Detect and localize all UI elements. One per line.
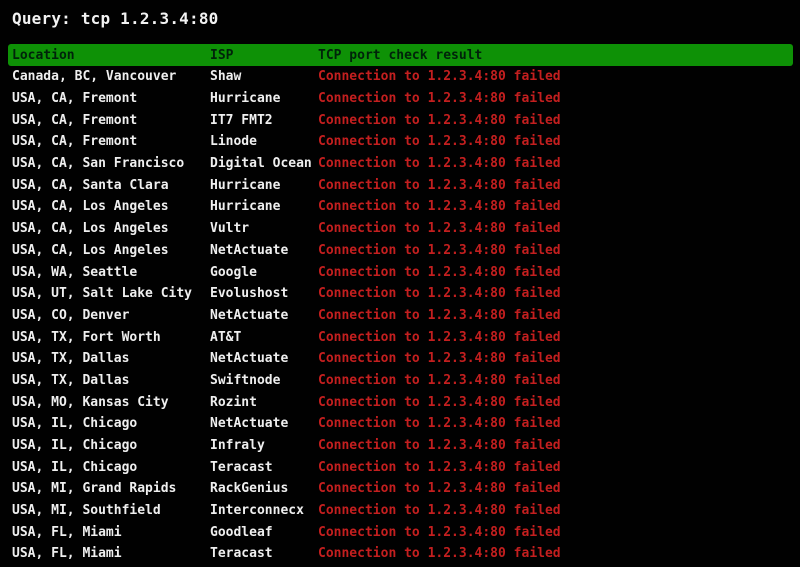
row-location: USA, FL, Miami xyxy=(12,524,122,540)
row-location: USA, TX, Fort Worth xyxy=(12,329,161,345)
row-location: USA, CA, Los Angeles xyxy=(12,242,169,258)
row-location: USA, IL, Chicago xyxy=(12,459,138,475)
row-result: Connection to 1.2.3.4:80 failed xyxy=(318,69,561,85)
row-location: USA, CA, Los Angeles xyxy=(12,221,169,237)
row-isp: IT7 FMT2 xyxy=(210,112,273,128)
row-result: Connection to 1.2.3.4:80 failed xyxy=(318,134,561,150)
table-row: USA, CA, Fremont Hurricane Connection to… xyxy=(0,88,800,110)
table-row: USA, CO, Denver NetActuate Connection to… xyxy=(0,305,800,327)
row-result: Connection to 1.2.3.4:80 failed xyxy=(318,307,561,323)
table-row: USA, CA, Los Angeles NetActuate Connecti… xyxy=(0,240,800,262)
row-isp: Linode xyxy=(210,134,257,150)
row-result: Connection to 1.2.3.4:80 failed xyxy=(318,199,561,215)
header-location: Location xyxy=(12,47,75,63)
table-row: USA, TX, Fort Worth AT&T Connection to 1… xyxy=(0,326,800,348)
row-location: USA, CA, Fremont xyxy=(12,134,138,150)
row-result: Connection to 1.2.3.4:80 failed xyxy=(318,177,561,193)
row-isp: AT&T xyxy=(210,329,242,345)
row-location: USA, CA, Fremont xyxy=(12,91,138,107)
table-row: USA, UT, Salt Lake City Evolushost Conne… xyxy=(0,283,800,305)
row-isp: NetActuate xyxy=(210,351,289,367)
table-row: USA, CA, San Francisco Digital Ocean Con… xyxy=(0,153,800,175)
table-row: USA, CA, Fremont Linode Connection to 1.… xyxy=(0,131,800,153)
row-isp: Rozint xyxy=(210,394,257,410)
row-isp: Vultr xyxy=(210,221,250,237)
row-result: Connection to 1.2.3.4:80 failed xyxy=(318,394,561,410)
row-isp: Evolushost xyxy=(210,286,289,302)
table-row: USA, FL, Miami Teracast Connection to 1.… xyxy=(0,543,800,565)
row-isp: Google xyxy=(210,264,257,280)
table-header-row: Location ISP TCP port check result xyxy=(8,44,793,66)
row-result: Connection to 1.2.3.4:80 failed xyxy=(318,481,561,497)
row-result: Connection to 1.2.3.4:80 failed xyxy=(318,503,561,519)
row-location: USA, MO, Kansas City xyxy=(12,394,169,410)
header-result: TCP port check result xyxy=(318,47,483,63)
row-location: USA, MI, Grand Rapids xyxy=(12,481,177,497)
row-location: USA, CA, Los Angeles xyxy=(12,199,169,215)
table-row: USA, TX, Dallas Swiftnode Connection to … xyxy=(0,370,800,392)
table-row: USA, TX, Dallas NetActuate Connection to… xyxy=(0,348,800,370)
row-location: USA, WA, Seattle xyxy=(12,264,138,280)
query-line: Query: tcp 1.2.3.4:80 xyxy=(12,9,219,28)
row-location: USA, FL, Miami xyxy=(12,546,122,562)
row-result: Connection to 1.2.3.4:80 failed xyxy=(318,156,561,172)
table-row: USA, CA, Santa Clara Hurricane Connectio… xyxy=(0,174,800,196)
table-row: USA, FL, Miami Goodleaf Connection to 1.… xyxy=(0,521,800,543)
table-row: Canada, BC, Vancouver Shaw Connection to… xyxy=(0,66,800,88)
row-location: USA, UT, Salt Lake City xyxy=(12,286,193,302)
row-isp: Swiftnode xyxy=(210,372,281,388)
row-result: Connection to 1.2.3.4:80 failed xyxy=(318,329,561,345)
table-row: USA, MI, Southfield Interconnecx Connect… xyxy=(0,500,800,522)
row-result: Connection to 1.2.3.4:80 failed xyxy=(318,524,561,540)
row-result: Connection to 1.2.3.4:80 failed xyxy=(318,286,561,302)
row-result: Connection to 1.2.3.4:80 failed xyxy=(318,91,561,107)
row-result: Connection to 1.2.3.4:80 failed xyxy=(318,416,561,432)
row-isp: Digital Ocean xyxy=(210,156,312,172)
table-row: USA, CA, Fremont IT7 FMT2 Connection to … xyxy=(0,109,800,131)
row-location: USA, IL, Chicago xyxy=(12,438,138,454)
table-row: USA, IL, Chicago NetActuate Connection t… xyxy=(0,413,800,435)
row-result: Connection to 1.2.3.4:80 failed xyxy=(318,242,561,258)
row-result: Connection to 1.2.3.4:80 failed xyxy=(318,264,561,280)
table-row: USA, CA, Los Angeles Vultr Connection to… xyxy=(0,218,800,240)
header-isp: ISP xyxy=(210,47,234,63)
row-isp: Hurricane xyxy=(210,91,281,107)
row-isp: NetActuate xyxy=(210,416,289,432)
row-isp: NetActuate xyxy=(210,242,289,258)
row-location: USA, CA, San Francisco xyxy=(12,156,185,172)
row-result: Connection to 1.2.3.4:80 failed xyxy=(318,459,561,475)
table-row: USA, CA, Los Angeles Hurricane Connectio… xyxy=(0,196,800,218)
row-isp: Teracast xyxy=(210,459,273,475)
row-isp: RackGenius xyxy=(210,481,289,497)
row-isp: Infraly xyxy=(210,438,265,454)
row-location: USA, TX, Dallas xyxy=(12,372,130,388)
result-rows: Canada, BC, Vancouver Shaw Connection to… xyxy=(0,66,800,565)
table-row: USA, MI, Grand Rapids RackGenius Connect… xyxy=(0,478,800,500)
row-isp: NetActuate xyxy=(210,307,289,323)
row-result: Connection to 1.2.3.4:80 failed xyxy=(318,221,561,237)
row-result: Connection to 1.2.3.4:80 failed xyxy=(318,372,561,388)
row-result: Connection to 1.2.3.4:80 failed xyxy=(318,546,561,562)
row-location: USA, CO, Denver xyxy=(12,307,130,323)
row-location: Canada, BC, Vancouver xyxy=(12,69,177,85)
row-result: Connection to 1.2.3.4:80 failed xyxy=(318,112,561,128)
table-row: USA, WA, Seattle Google Connection to 1.… xyxy=(0,261,800,283)
table-row: USA, IL, Chicago Teracast Connection to … xyxy=(0,456,800,478)
row-isp: Interconnecx xyxy=(210,503,304,519)
row-location: USA, TX, Dallas xyxy=(12,351,130,367)
row-result: Connection to 1.2.3.4:80 failed xyxy=(318,351,561,367)
row-isp: Teracast xyxy=(210,546,273,562)
row-isp: Goodleaf xyxy=(210,524,273,540)
row-isp: Shaw xyxy=(210,69,242,85)
table-row: USA, MO, Kansas City Rozint Connection t… xyxy=(0,391,800,413)
row-location: USA, IL, Chicago xyxy=(12,416,138,432)
row-location: USA, CA, Fremont xyxy=(12,112,138,128)
row-result: Connection to 1.2.3.4:80 failed xyxy=(318,438,561,454)
row-isp: Hurricane xyxy=(210,199,281,215)
row-location: USA, CA, Santa Clara xyxy=(12,177,169,193)
row-location: USA, MI, Southfield xyxy=(12,503,161,519)
row-isp: Hurricane xyxy=(210,177,281,193)
table-row: USA, IL, Chicago Infraly Connection to 1… xyxy=(0,435,800,457)
